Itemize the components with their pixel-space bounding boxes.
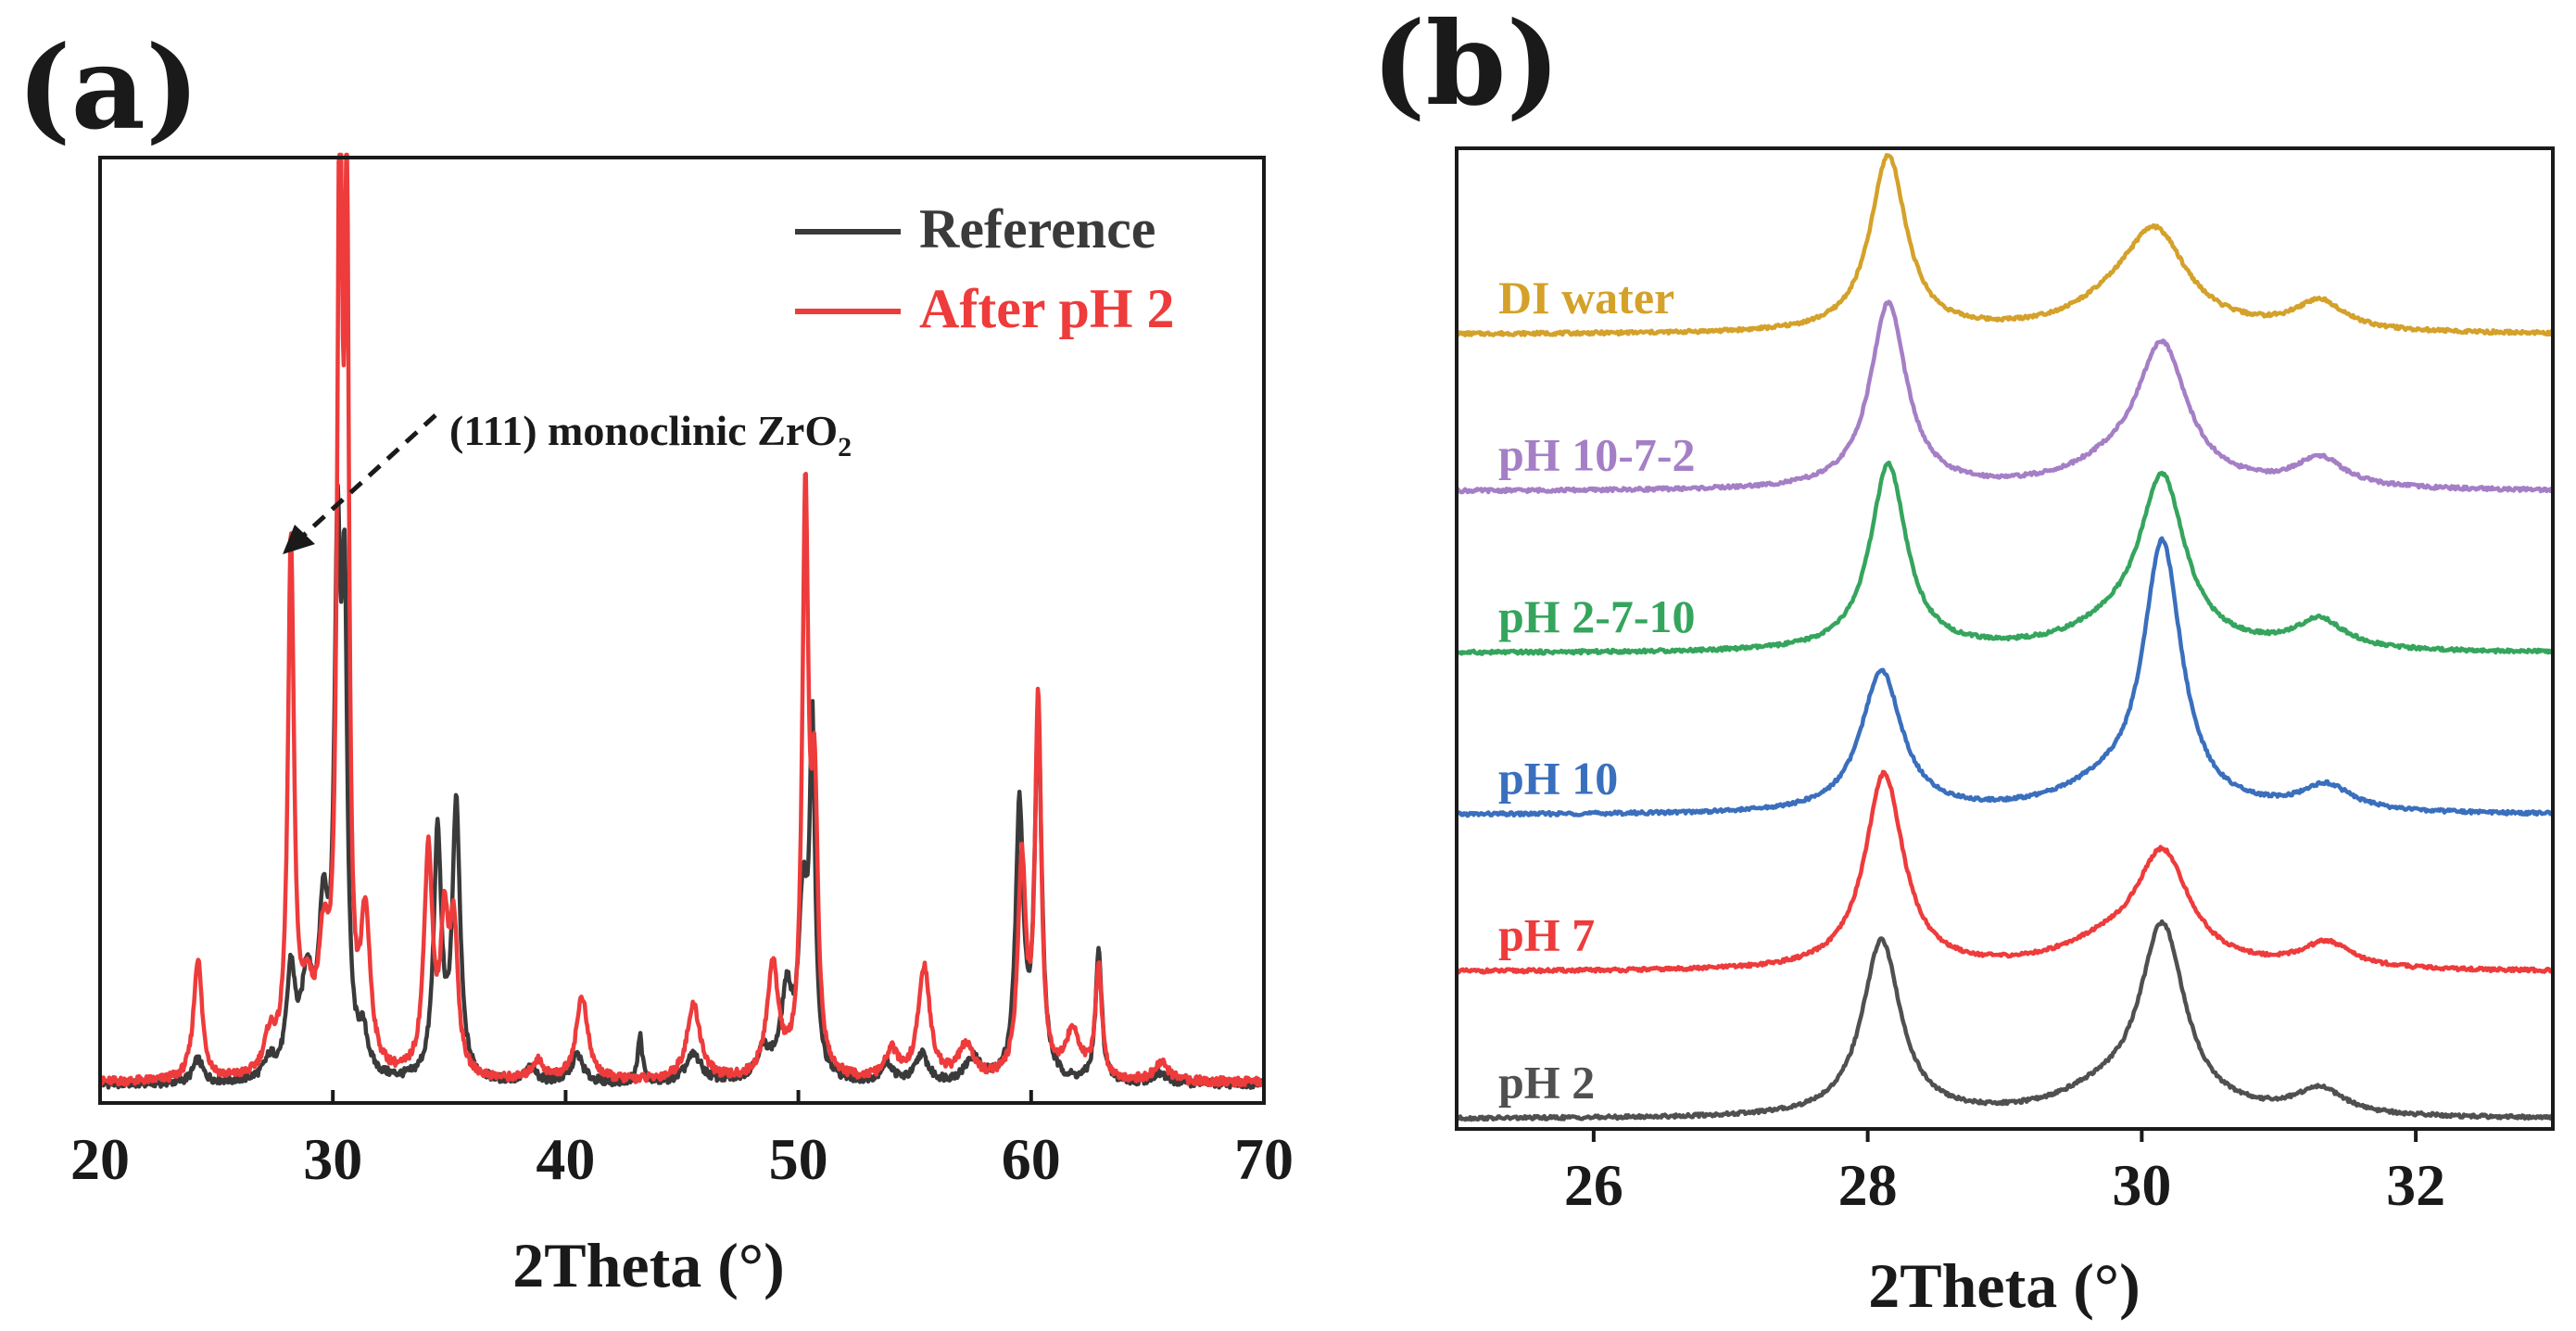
panel-a-x-ticks: 20 30 40 50 60 70 [70,1090,1294,1192]
series-line-after-ph-2 [98,152,1267,1088]
x-tick-label-20: 20 [70,1126,130,1192]
panel-b-label: (b) [1371,0,1560,132]
series-label-ph-7: pH 7 [1498,909,1595,961]
panel-a-legend: Reference After pH 2 [795,198,1175,339]
annotation-text: (111) monoclinic ZrO2 [449,407,852,463]
annotation-arrow-line [299,413,437,539]
series-line-reference [97,483,1267,1090]
x-tick-label-40: 40 [536,1126,595,1192]
series-line-ph-2-7-10 [1455,460,2554,656]
legend-label-after-ph2: After pH 2 [919,278,1175,339]
panel-b-series [1454,153,2556,1122]
panel-b: (b) DI water pH 10-7-2 pH 2-7-10 pH 10 pH 7 p… [1371,0,2556,1321]
panel-b-series-labels: DI water pH 10-7-2 pH 2-7-10 pH 10 pH 7 pH 2 [1498,272,1696,1108]
panel-b-frame [1455,146,2555,1131]
x-tick-label-60: 60 [1002,1126,1061,1192]
x-tick-label-32: 32 [2386,1152,2445,1218]
panel-b-x-ticks: 26 28 30 32 [1564,1129,2445,1218]
series-label-ph-10-7-2: pH 10-7-2 [1498,428,1696,480]
x-tick-label-50: 50 [769,1126,828,1192]
x-tick-label-30: 30 [2112,1152,2171,1218]
panel-a-label: (a) [17,21,200,156]
series-line-ph-10-7-2 [1455,299,2555,495]
series-line-di-water [1456,153,2555,337]
series-line-ph-2 [1455,919,2556,1122]
x-tick-label-30: 30 [303,1126,362,1192]
series-line-ph-10 [1456,536,2555,818]
annotation-arrow-head [283,525,315,554]
series-label-di-water: DI water [1498,272,1674,323]
panel-a-x-axis-title: 2Theta (°) [512,1230,784,1300]
x-tick-label-28: 28 [1838,1152,1898,1218]
panel-a: (a) 20 30 40 50 60 70 2Theta (°) Reference Af… [17,21,1294,1300]
series-label-ph-2-7-10: pH 2-7-10 [1498,590,1696,642]
x-tick-label-70: 70 [1234,1126,1294,1192]
series-label-ph-10: pH 10 [1498,752,1618,804]
panel-b-x-axis-title: 2Theta (°) [1868,1250,2140,1321]
series-line-ph-7 [1454,769,2555,975]
panel-a-series [97,152,1267,1090]
x-tick-label-26: 26 [1564,1152,1623,1218]
panel-a-frame [98,156,1266,1105]
series-label-ph-2: pH 2 [1498,1056,1595,1108]
legend-label-reference: Reference [919,198,1155,260]
annotation-111-monoclinic: (111) monoclinic ZrO2 [283,407,852,554]
